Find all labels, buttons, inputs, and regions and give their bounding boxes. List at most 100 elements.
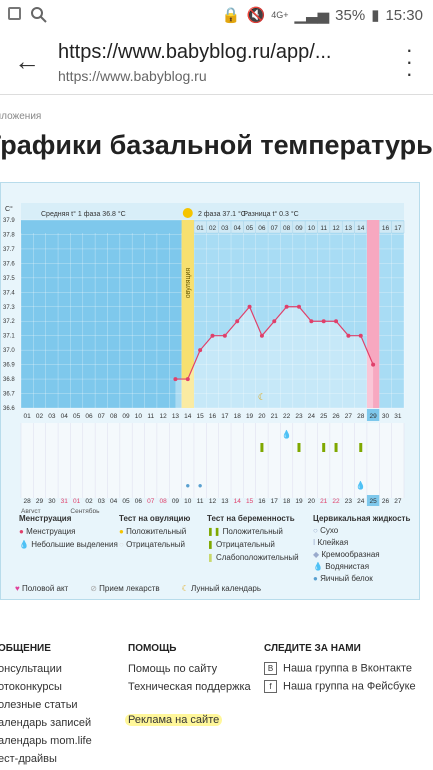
data-point [358,333,363,338]
data-point [247,304,252,309]
x-tick-label: 24 [308,413,316,420]
ovulation-dot [182,208,193,218]
x-tick-label: 21 [271,413,279,420]
x-tick-label: 12 [159,413,167,420]
top-day-label: 08 [283,225,291,232]
x-tick-label: 25 [320,413,328,420]
back-arrow-icon[interactable]: ← [14,46,40,76]
footer-link-fb[interactable]: f Наша группа на Фейсбуке [264,680,416,693]
egg-white-icon: ● [185,481,190,490]
x-tick-label: 22 [283,413,291,420]
vk-link-text[interactable]: Наша группа в Вконтакте [283,662,413,675]
footer-link-vk[interactable]: B Наша группа в Вконтакте [264,662,412,675]
lock-icon: 🔒 [221,7,241,24]
footer-link-ads[interactable]: Реклама на сайте [125,714,223,726]
legend-item: Клейкая [317,538,349,547]
x-tick-label: 13 [172,413,180,420]
x-tick-label: 06 [85,413,93,420]
top-day-label: 10 [308,225,316,232]
footer-link[interactable]: Техническая поддержка [128,681,251,693]
phase2-label: 2 фаза 37.1 °C [198,210,246,218]
data-point [272,319,277,324]
x-tick-label: 30 [382,413,390,420]
data-point [346,333,351,338]
date-label: 30 [48,498,56,505]
top-day-label: 14 [357,225,365,232]
x-tick-label: 17 [221,413,229,420]
footer-link[interactable]: отоконкурсы [0,681,62,693]
legend-pregnancy: Тест на беременность ❚❚ Положительный ❚ … [207,514,299,562]
date-label: 10 [184,498,192,505]
footer-link[interactable]: олезные статьи [0,699,78,711]
top-day-label: 09 [295,225,303,232]
date-label: 17 [271,498,279,505]
y-tick-label: 37.0 [3,348,15,354]
x-tick-label: 31 [394,413,402,420]
date-label: 24 [357,498,365,505]
footer-link[interactable]: алендарь mom.life [0,735,92,747]
header-band [21,203,404,220]
y-tick-label: 36.7 [3,392,15,398]
footer-col1-title: ОБЩЕНИЕ [0,643,51,654]
date-label: 08 [159,498,167,505]
chart-svg: Средняя t° 1 фаза 36.8 °C 2 фаза 37.1 °CР… [3,203,405,513]
legend-item: Сухо [320,526,339,535]
y-tick-label: 37.1 [3,334,15,340]
x-tick-label: 27 [345,413,353,420]
date-label: 19 [295,498,303,505]
y-tick-label: 37.4 [3,290,15,296]
area-fill [175,306,374,408]
x-tick-label: 20 [258,413,266,420]
legend-item: Отрицательный [126,540,185,549]
unit-label: С° [5,205,13,213]
y-tick-label: 37.6 [3,261,15,267]
footer-link[interactable]: Помощь по сайту [128,663,218,675]
browser-toolbar: ← https://www.babyblog.ru/app/... https:… [0,32,433,95]
date-label: 01 [73,498,81,505]
date-label: 06 [135,498,143,505]
url-text[interactable]: https://www.babyblog.ru/app/... [58,41,332,63]
x-tick-label: 19 [246,413,254,420]
x-tick-label: 05 [73,413,81,420]
x-tick-label: 07 [98,413,106,420]
page-title: Графики базальной температуры [0,130,433,160]
spotting-icon: 💧 [282,429,292,439]
notification-icon [8,7,21,20]
data-point [321,319,326,324]
footer-link[interactable]: алендарь записей [0,717,92,729]
data-point [259,333,264,338]
egg-white-icon: ● [198,481,203,490]
menu-icon[interactable]: · · · [405,37,413,86]
data-point [309,319,314,324]
x-tick-label: 15 [197,413,205,420]
x-tick-label: 01 [24,413,32,420]
data-point [185,377,190,382]
top-day-label: 12 [332,225,340,232]
pregnancy-test-mark [359,443,363,452]
y-tick-label: 36.8 [3,377,15,383]
legend-title: Цервикальная жидкость [313,514,411,523]
top-day-label: 02 [209,225,217,232]
ads-link-text[interactable]: Реклама на сайте [125,714,223,726]
top-day-label: 03 [221,225,229,232]
date-label: 04 [110,498,118,505]
ovulation-label: овуляция [185,268,192,299]
breadcrumb[interactable]: риложения [0,111,42,122]
top-day-label: 07 [271,225,279,232]
date-label: 13 [221,498,229,505]
top-day-label: 06 [258,225,266,232]
footer-link[interactable]: ест-драйвы [0,753,57,765]
data-point [284,304,289,309]
footer-link[interactable]: онсультации [0,663,62,675]
month-label: Сентябрь [70,507,100,513]
data-point [173,377,178,382]
pregnancy-test-mark [260,443,264,452]
signal-icon: ▁▃▅ [294,7,330,24]
status-bar: 🔒 🔇 4G+ ▁▃▅ 35% ▮ 15:30 [0,0,433,32]
top-day-label: 01 [197,225,205,232]
moon-icon: ☾ [258,392,266,402]
fb-link-text[interactable]: Наша группа на Фейсбуке [283,680,416,693]
ovulation-column [181,220,194,408]
legend-item: Отрицательный [215,540,275,549]
legend-title: Тест на беременность [207,514,295,523]
